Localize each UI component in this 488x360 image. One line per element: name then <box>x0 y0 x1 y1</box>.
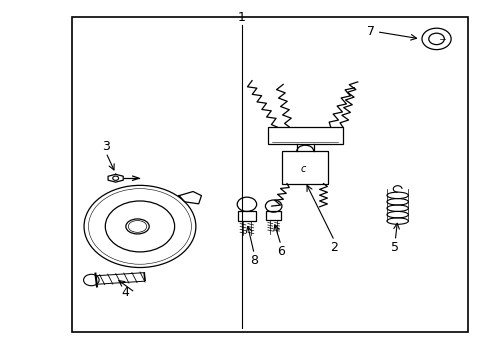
Text: 8: 8 <box>250 254 258 267</box>
Bar <box>282 152 328 184</box>
Text: 4: 4 <box>121 286 129 299</box>
Bar <box>265 211 281 220</box>
Text: 6: 6 <box>277 245 285 258</box>
Text: 1: 1 <box>238 11 245 24</box>
Bar <box>72 18 467 332</box>
Text: 2: 2 <box>330 241 338 255</box>
Text: 7: 7 <box>366 25 374 38</box>
Bar <box>237 211 256 221</box>
Text: c: c <box>300 164 305 174</box>
Text: 3: 3 <box>102 140 110 153</box>
Bar <box>267 127 342 144</box>
Text: 5: 5 <box>390 241 398 255</box>
